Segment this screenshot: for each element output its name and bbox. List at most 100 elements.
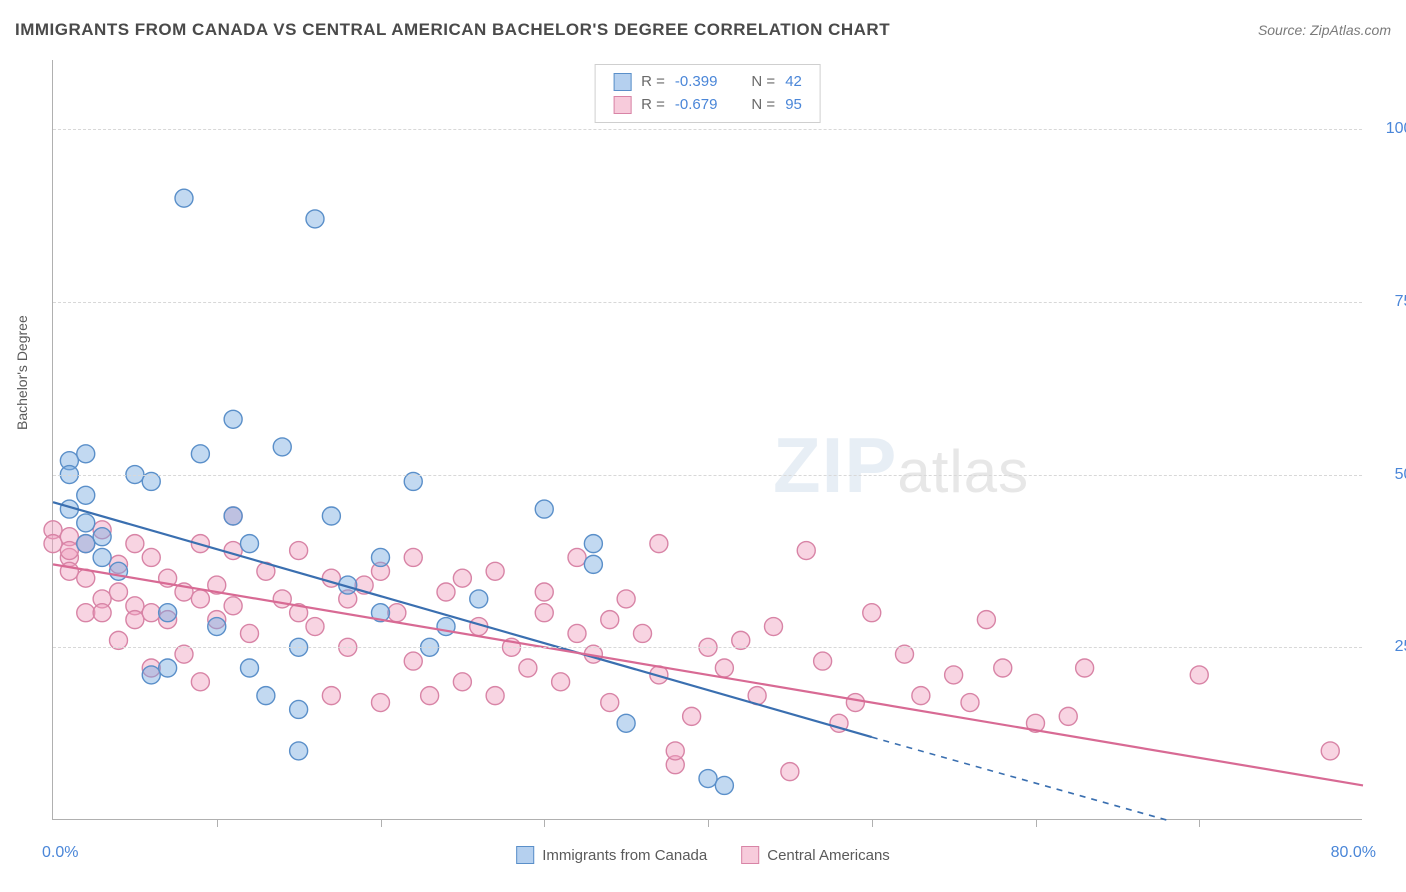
chart-source: Source: ZipAtlas.com xyxy=(1258,22,1391,38)
scatter-point-pink xyxy=(535,604,553,622)
trend-line-blue-dashed xyxy=(872,737,1167,820)
scatter-point-blue xyxy=(77,445,95,463)
scatter-point-pink xyxy=(715,659,733,677)
scatter-point-pink xyxy=(453,673,471,691)
scatter-point-pink xyxy=(290,542,308,560)
chart-header: IMMIGRANTS FROM CANADA VS CENTRAL AMERIC… xyxy=(15,20,1391,40)
scatter-point-blue xyxy=(77,535,95,553)
scatter-point-pink xyxy=(519,659,537,677)
scatter-point-blue xyxy=(77,486,95,504)
scatter-point-pink xyxy=(437,583,455,601)
scatter-point-pink xyxy=(306,618,324,636)
scatter-point-pink xyxy=(191,590,209,608)
scatter-point-pink xyxy=(994,659,1012,677)
chart-title: IMMIGRANTS FROM CANADA VS CENTRAL AMERIC… xyxy=(15,20,890,40)
scatter-point-pink xyxy=(977,611,995,629)
scatter-point-pink xyxy=(797,542,815,560)
scatter-point-pink xyxy=(1059,707,1077,725)
scatter-point-blue xyxy=(191,445,209,463)
scatter-point-pink xyxy=(110,583,128,601)
scatter-point-pink xyxy=(781,763,799,781)
x-tick xyxy=(544,819,545,827)
legend-item-blue: Immigrants from Canada xyxy=(516,846,707,864)
scatter-point-blue xyxy=(290,700,308,718)
y-tick-label: 25.0% xyxy=(1395,638,1406,656)
scatter-point-blue xyxy=(699,770,717,788)
scatter-point-blue xyxy=(208,618,226,636)
scatter-point-blue xyxy=(535,500,553,518)
scatter-point-blue xyxy=(584,555,602,573)
scatter-point-blue xyxy=(224,507,242,525)
scatter-point-blue xyxy=(257,687,275,705)
scatter-point-pink xyxy=(863,604,881,622)
scatter-point-blue xyxy=(470,590,488,608)
scatter-point-pink xyxy=(552,673,570,691)
scatter-point-pink xyxy=(1076,659,1094,677)
x-axis-label-end: 80.0% xyxy=(1331,844,1376,862)
scatter-point-pink xyxy=(404,548,422,566)
gridline xyxy=(53,129,1362,130)
scatter-point-pink xyxy=(568,624,586,642)
scatter-point-pink xyxy=(224,597,242,615)
scatter-point-pink xyxy=(535,583,553,601)
scatter-point-blue xyxy=(175,189,193,207)
scatter-point-pink xyxy=(60,542,78,560)
scatter-point-pink xyxy=(241,624,259,642)
scatter-point-pink xyxy=(126,611,144,629)
scatter-point-pink xyxy=(666,742,684,760)
y-tick-label: 50.0% xyxy=(1395,466,1406,484)
scatter-point-blue xyxy=(159,659,177,677)
scatter-point-pink xyxy=(846,694,864,712)
legend-label-blue: Immigrants from Canada xyxy=(542,847,707,864)
scatter-point-blue xyxy=(306,210,324,228)
scatter-point-pink xyxy=(617,590,635,608)
scatter-point-blue xyxy=(584,535,602,553)
y-tick-label: 75.0% xyxy=(1395,293,1406,311)
scatter-point-pink xyxy=(388,604,406,622)
scatter-point-pink xyxy=(93,604,111,622)
swatch-pink-icon xyxy=(741,846,759,864)
scatter-point-pink xyxy=(634,624,652,642)
x-tick xyxy=(708,819,709,827)
scatter-point-blue xyxy=(159,604,177,622)
gridline xyxy=(53,475,1362,476)
scatter-point-pink xyxy=(191,673,209,691)
scatter-point-blue xyxy=(142,666,160,684)
scatter-point-pink xyxy=(322,687,340,705)
x-tick xyxy=(217,819,218,827)
y-axis-title: Bachelor's Degree xyxy=(14,315,30,430)
scatter-point-pink xyxy=(44,535,62,553)
gridline xyxy=(53,302,1362,303)
legend: Immigrants from Canada Central Americans xyxy=(516,846,890,864)
scatter-point-pink xyxy=(601,694,619,712)
scatter-point-pink xyxy=(126,535,144,553)
swatch-blue-icon xyxy=(516,846,534,864)
scatter-point-pink xyxy=(683,707,701,725)
scatter-point-pink xyxy=(142,548,160,566)
scatter-point-pink xyxy=(961,694,979,712)
scatter-point-blue xyxy=(372,548,390,566)
scatter-point-pink xyxy=(142,604,160,622)
scatter-point-blue xyxy=(224,410,242,428)
scatter-point-pink xyxy=(912,687,930,705)
scatter-point-pink xyxy=(650,535,668,553)
scatter-point-blue xyxy=(273,438,291,456)
scatter-point-pink xyxy=(404,652,422,670)
scatter-point-pink xyxy=(945,666,963,684)
scatter-point-blue xyxy=(241,659,259,677)
x-tick xyxy=(872,819,873,827)
scatter-point-pink xyxy=(77,604,95,622)
scatter-point-pink xyxy=(765,618,783,636)
gridline xyxy=(53,647,1362,648)
x-axis-label-start: 0.0% xyxy=(42,844,78,862)
scatter-point-pink xyxy=(421,687,439,705)
x-tick xyxy=(381,819,382,827)
scatter-point-blue xyxy=(715,776,733,794)
scatter-svg xyxy=(53,60,1362,819)
scatter-point-pink xyxy=(1190,666,1208,684)
x-tick xyxy=(1199,819,1200,827)
legend-item-pink: Central Americans xyxy=(741,846,890,864)
scatter-point-blue xyxy=(93,548,111,566)
scatter-point-blue xyxy=(93,528,111,546)
scatter-point-pink xyxy=(372,694,390,712)
